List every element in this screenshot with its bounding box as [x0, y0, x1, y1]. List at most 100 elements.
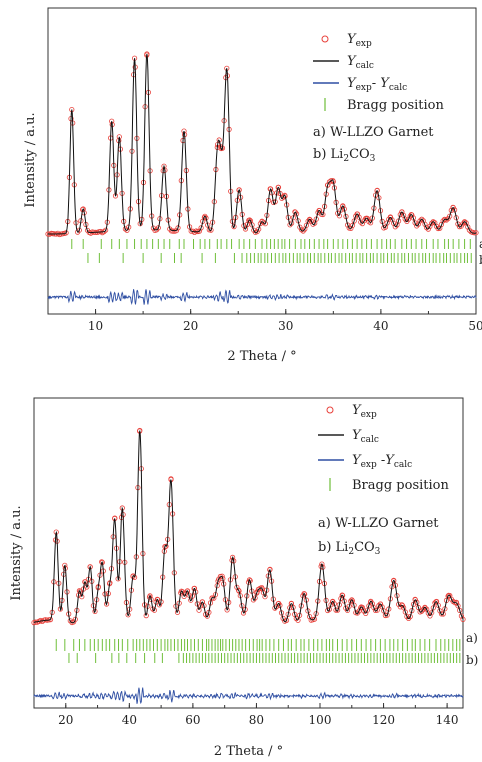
yexp-point — [349, 222, 356, 228]
yexp-point — [154, 596, 160, 603]
yexp-point — [446, 592, 452, 598]
phase-b-text: b) Li — [318, 540, 348, 555]
yexp-point — [438, 611, 445, 617]
yexp-point — [408, 212, 414, 218]
x-axis-label: 2 Theta / ° — [227, 349, 296, 364]
yexp-point — [430, 219, 436, 225]
yexp-point — [319, 561, 325, 567]
phase-b-text: b) Li — [313, 147, 343, 162]
series-ycalc — [48, 53, 476, 235]
yexp-point — [334, 607, 341, 613]
x-tick-label: 20 — [58, 713, 73, 727]
series-ydiff — [33, 687, 464, 705]
yexp-point — [330, 598, 336, 605]
legend-subscript: exp — [356, 39, 372, 49]
yexp-point — [412, 220, 418, 226]
yexp-point — [174, 609, 181, 615]
yexp-point — [259, 219, 265, 225]
legend-symbol: Y — [347, 76, 357, 91]
y-axis-label: Intensity / a.u. — [23, 112, 38, 207]
chart-panel-bottom: 20 40 60 80 100 120 140 2 Theta / ° Intensity / … — [9, 397, 478, 759]
yexp-point — [301, 591, 308, 597]
yexp-point — [364, 607, 370, 613]
yexp-point — [399, 209, 405, 215]
legend-marker-yexp — [321, 35, 329, 43]
yexp-point — [155, 225, 161, 231]
yexp-point — [330, 179, 336, 185]
yexp-point — [219, 573, 225, 579]
yexp-point — [316, 207, 322, 214]
y-axis-label: Intensity / a.u. — [9, 505, 24, 600]
yexp-point — [196, 607, 202, 613]
phase-b-subscript: 2 — [343, 154, 349, 164]
legend-operator: - — [377, 453, 386, 468]
yexp-point — [387, 214, 393, 221]
yexp-point — [402, 609, 408, 615]
yexp-point — [363, 215, 370, 221]
bragg-row-label-a: a) — [466, 631, 478, 645]
phase-label-b: b) Li2CO3 — [313, 147, 376, 164]
yexp-point — [267, 567, 273, 573]
yexp-point — [198, 225, 204, 231]
yexp-point — [412, 597, 418, 603]
yexp-point — [455, 603, 461, 609]
yexp-point — [191, 585, 198, 591]
yexp-point — [367, 220, 374, 226]
legend-label: Yexp — [352, 403, 377, 420]
yexp-point — [77, 588, 83, 595]
yexp-point — [230, 554, 236, 561]
x-tick-label: 40 — [373, 319, 388, 333]
yexp-point — [461, 219, 468, 225]
yexp-point — [415, 604, 421, 611]
phase-label-a: a) W-LLZO Garnet — [313, 125, 434, 140]
x-tick-label: 100 — [309, 713, 332, 727]
yexp-point — [368, 598, 374, 605]
yexp-point — [80, 206, 86, 212]
yexp-point — [371, 605, 377, 611]
yexp-point — [419, 216, 425, 222]
bragg-row-label-b: b) — [479, 253, 482, 267]
yexp-point — [87, 564, 93, 570]
x-tick-label: 80 — [249, 713, 264, 727]
yexp-point — [103, 227, 109, 233]
yexp-point — [247, 217, 253, 223]
yexp-point — [377, 601, 383, 607]
plot-frame — [33, 397, 464, 709]
yexp-point — [208, 227, 214, 233]
yexp-point — [256, 226, 262, 232]
yexp-point — [282, 192, 288, 198]
yexp-point — [184, 588, 191, 594]
bragg-row-label-b: b) — [466, 653, 478, 667]
yexp-point — [430, 605, 436, 611]
yexp-point — [147, 593, 153, 599]
legend-subscript: calc — [361, 435, 379, 445]
yexp-point — [236, 588, 242, 594]
legend-subscript: calc — [389, 83, 407, 93]
phase-label-b: b) Li2CO3 — [318, 540, 381, 557]
yexp-point — [79, 594, 85, 600]
yexp-point — [297, 224, 303, 230]
yexp-point — [224, 607, 230, 613]
x-tick-label: 60 — [185, 713, 200, 727]
legend-subscript: calc — [356, 61, 374, 71]
yexp-point — [349, 597, 355, 603]
yexp-point — [288, 601, 294, 607]
legend-symbol: Y — [385, 453, 395, 468]
bragg-row-b — [87, 253, 472, 263]
yexp-point — [215, 578, 221, 584]
yexp-point — [33, 619, 39, 625]
legend-label: Yexp- Ycalc — [347, 76, 407, 93]
yexp-point — [457, 607, 463, 614]
yexp-point — [354, 211, 360, 217]
legend-label: Ycalc — [352, 428, 379, 445]
yexp-point — [429, 610, 435, 616]
yexp-point — [372, 607, 379, 614]
yexp-point — [156, 602, 162, 608]
legend-label: Ycalc — [347, 54, 374, 71]
yexp-point — [272, 605, 278, 611]
legend-subscript: exp — [356, 83, 372, 93]
legend-symbol: Y — [347, 54, 357, 69]
yexp-point — [170, 228, 176, 234]
yexp-point — [82, 579, 88, 585]
x-axis-label: 2 Theta / ° — [214, 744, 283, 759]
